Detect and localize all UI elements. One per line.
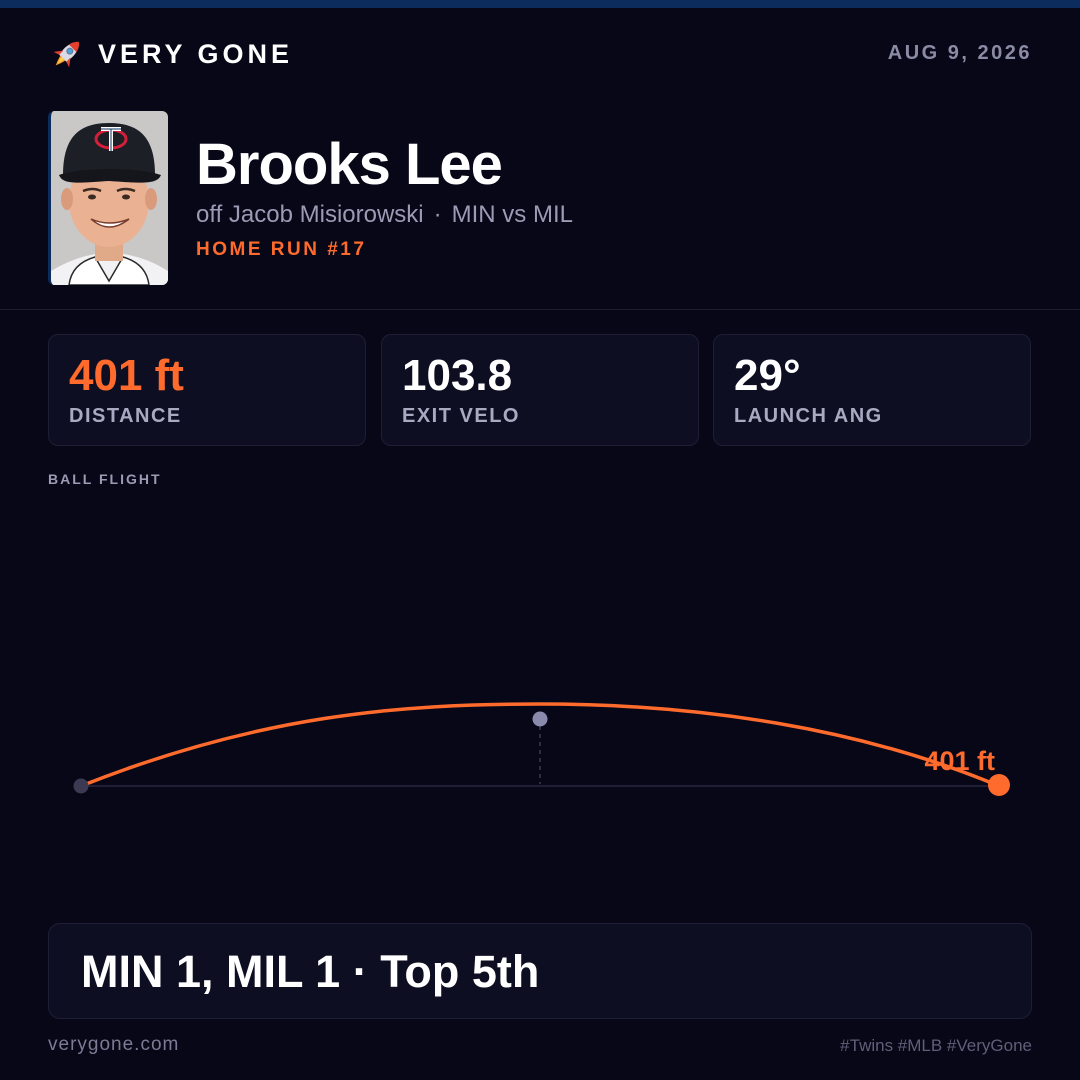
stat-card-exit-velo: 103.8 EXIT VELO (381, 334, 699, 446)
score-card: MIN 1, MIL 1 · Top 5th (48, 923, 1032, 1019)
separator-dot: · (433, 201, 442, 228)
player-section: Brooks Lee off Jacob Misiorowski · MIN vs … (48, 111, 1032, 285)
landing-point (988, 774, 1010, 796)
landing-distance-label: 401 ft (924, 746, 995, 776)
stat-value-exit-velo: 103.8 (402, 351, 513, 400)
player-name: Brooks Lee (196, 132, 503, 197)
rocket-icon (53, 41, 80, 68)
stat-card-distance: 401 ft DISTANCE (48, 334, 366, 446)
top-accent-bar (0, 0, 1080, 8)
stat-value-distance: 401 ft (69, 351, 184, 400)
brand: VERY GONE (48, 36, 293, 72)
apex-point (532, 711, 548, 727)
stat-label-exit-velo: EXIT VELO (402, 405, 520, 427)
footer-site-link[interactable]: verygone.com (48, 1034, 180, 1055)
date-label: AUG 9, 2026 (887, 42, 1032, 64)
ball-flight-label: BALL FLIGHT (48, 471, 162, 487)
stats-row: 401 ft DISTANCE 103.8 EXIT VELO 29° LAUN… (48, 334, 1032, 447)
launch-point (73, 778, 89, 794)
stat-card-launch-angle: 29° LAUNCH ANG (713, 334, 1031, 446)
home-run-label: HOME RUN #17 (196, 239, 367, 260)
footer-hashtags: #Twins #MLB #VeryGone (840, 1036, 1032, 1055)
stat-value-launch-angle: 29° (734, 351, 801, 400)
stat-label-distance: DISTANCE (69, 405, 182, 427)
divider (0, 309, 1080, 310)
flight-trajectory (79, 702, 1001, 788)
matchup-line: off Jacob Misiorowski · MIN vs MIL (196, 201, 573, 229)
score-text: MIN 1, MIL 1 · Top 5th (81, 946, 540, 997)
ball-flight-chart: 401 ft (73, 702, 1010, 796)
brand-name: VERY GONE (98, 38, 294, 69)
matchup-label: MIN vs MIL (451, 201, 573, 228)
stat-label-launch-angle: LAUNCH ANG (734, 405, 883, 427)
pitcher-label: off Jacob Misiorowski (196, 201, 424, 228)
player-headshot (48, 111, 168, 285)
header: VERY GONE AUG 9, 2026 (48, 36, 1032, 72)
